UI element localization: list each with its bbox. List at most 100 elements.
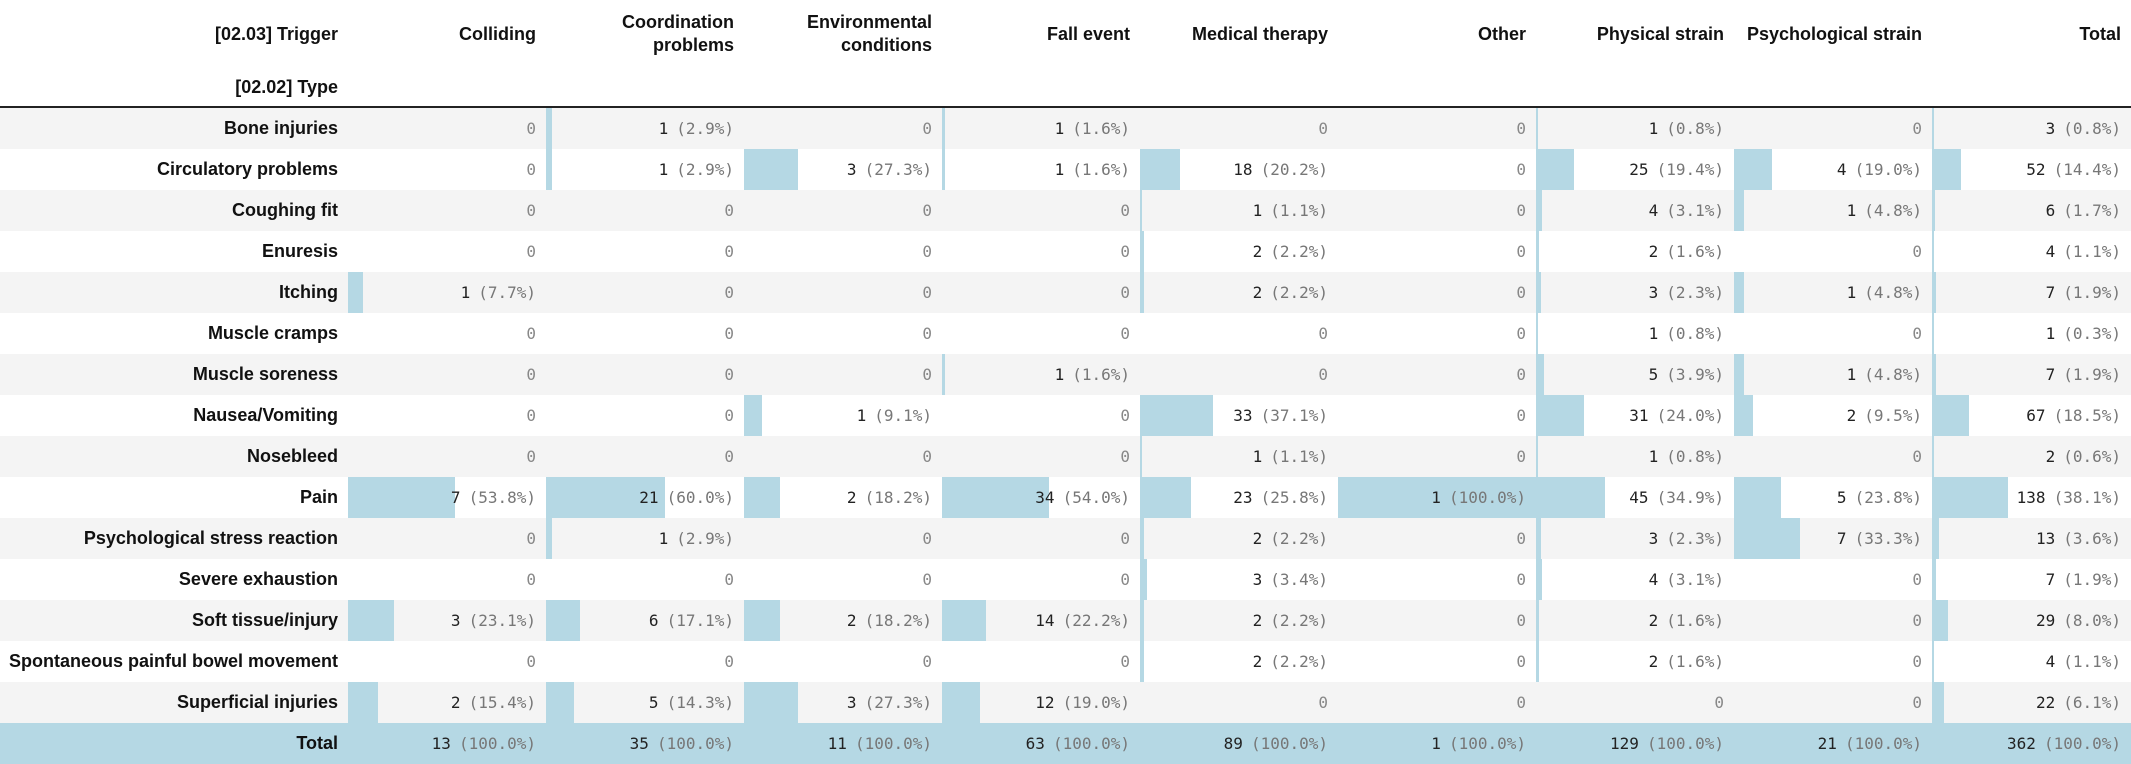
cell-value: 3 (2.3%) bbox=[1649, 518, 1724, 559]
cell-count: 0 bbox=[1912, 611, 1922, 630]
table-row: Coughing fit 0 0 0 0 1 (1.1%) 0 4 (3.1%) 1 (4.8%) 6 (… bbox=[0, 190, 2131, 231]
cell-percentage: (9.5%) bbox=[1864, 406, 1922, 425]
cell-value: 362 (100.0%) bbox=[2007, 723, 2121, 764]
percentage-bar bbox=[1734, 518, 1800, 559]
cell-count: 0 bbox=[922, 324, 932, 343]
cell-count: 0 bbox=[1912, 570, 1922, 589]
table-cell-physical-strain: 2 (1.6%) bbox=[1536, 600, 1734, 641]
cell-count: 0 bbox=[1516, 652, 1526, 671]
table-cell-colliding: 0 bbox=[348, 436, 546, 477]
table-cell-colliding: 0 bbox=[348, 395, 546, 436]
trigger-header-label: [02.03] Trigger bbox=[214, 23, 338, 44]
percentage-bar bbox=[1140, 477, 1191, 518]
percentage-bar bbox=[1140, 395, 1213, 436]
table-cell-fall-event: 0 bbox=[942, 231, 1140, 272]
cell-value: 1 (1.6%) bbox=[1055, 108, 1130, 149]
table-cell-psychological-strain: 0 bbox=[1734, 313, 1932, 354]
cell-count: 0 bbox=[1318, 119, 1328, 138]
cell-count: 0 bbox=[526, 570, 536, 589]
cell-value: 4 (1.1%) bbox=[2046, 641, 2121, 682]
cell-value: 0 bbox=[1318, 682, 1328, 723]
table-cell-coordination-problems: 1 (2.9%) bbox=[546, 108, 744, 149]
cell-count: 6 bbox=[2045, 201, 2056, 220]
cell-count: 52 bbox=[2026, 160, 2046, 179]
cell-percentage: (37.1%) bbox=[1260, 406, 1328, 425]
cell-count: 0 bbox=[1318, 365, 1328, 384]
cell-count: 2 bbox=[846, 611, 857, 630]
cell-count: 12 bbox=[1035, 693, 1055, 712]
percentage-bar bbox=[1932, 436, 1934, 477]
column-header-label: Psychological strain bbox=[1746, 23, 1922, 44]
cell-count: 1 bbox=[1431, 734, 1441, 753]
cell-count: 0 bbox=[922, 365, 932, 384]
table-cell-fall-event: 1 (1.6%) bbox=[942, 108, 1140, 149]
row-label: Severe exhaustion bbox=[178, 569, 338, 589]
percentage-bar bbox=[546, 108, 552, 149]
cell-value: 0 bbox=[1912, 231, 1922, 272]
cell-percentage: (100.0%) bbox=[1844, 734, 1922, 753]
cell-value: 0 bbox=[1912, 313, 1922, 354]
percentage-bar bbox=[1932, 518, 1939, 559]
cell-percentage: (0.8%) bbox=[2063, 119, 2121, 138]
cell-value: 1 (2.9%) bbox=[659, 518, 734, 559]
cell-value: 13 (3.6%) bbox=[2036, 518, 2121, 559]
table-cell-environmental-conditions: 2 (18.2%) bbox=[744, 600, 942, 641]
cell-value: 0 bbox=[1120, 313, 1130, 354]
cell-percentage: (1.6%) bbox=[1072, 160, 1130, 179]
cell-count: 1 bbox=[1054, 119, 1065, 138]
table-cell-environmental-conditions: 0 bbox=[744, 190, 942, 231]
cell-count: 5 bbox=[648, 693, 659, 712]
cell-count: 2 bbox=[450, 693, 461, 712]
percentage-bar bbox=[1536, 272, 1541, 313]
cell-count: 0 bbox=[1120, 652, 1130, 671]
table-row: Soft tissue/injury 3 (23.1%) 6 (17.1%) 2 (18.2… bbox=[0, 600, 2131, 641]
cell-count: 33 bbox=[1233, 406, 1253, 425]
cell-percentage: (1.1%) bbox=[2063, 652, 2121, 671]
column-header-medical-therapy: Medical therapy bbox=[1140, 0, 1338, 68]
percentage-bar bbox=[744, 682, 798, 723]
cell-value: 0 bbox=[1516, 559, 1526, 600]
table-cell-medical-therapy: 0 bbox=[1140, 313, 1338, 354]
cell-percentage: (7.7%) bbox=[478, 283, 536, 302]
table-cell-psychological-strain: 1 (4.8%) bbox=[1734, 354, 1932, 395]
table-cell-physical-strain: 4 (3.1%) bbox=[1536, 190, 1734, 231]
cell-value: 0 bbox=[922, 272, 932, 313]
column-header-label: Coordination problems bbox=[622, 12, 734, 55]
cell-count: 0 bbox=[922, 242, 932, 261]
cell-value: 0 bbox=[526, 641, 536, 682]
cell-percentage: (23.1%) bbox=[468, 611, 536, 630]
cell-count: 2 bbox=[1252, 242, 1263, 261]
cell-count: 7 bbox=[2045, 365, 2056, 384]
cell-value: 4 (3.1%) bbox=[1649, 190, 1724, 231]
table-cell-medical-therapy: 0 bbox=[1140, 354, 1338, 395]
percentage-bar bbox=[1932, 231, 1934, 272]
cell-count: 4 bbox=[1648, 201, 1659, 220]
cell-value: 0 bbox=[526, 518, 536, 559]
cell-value: 0 bbox=[1516, 436, 1526, 477]
row-label: Muscle soreness bbox=[192, 364, 338, 384]
table-cell-total: 1 (0.3%) bbox=[1932, 313, 2131, 354]
table-cell-colliding: 0 bbox=[348, 518, 546, 559]
cell-value: 2 (9.5%) bbox=[1847, 395, 1922, 436]
table-cell-fall-event: 12 (19.0%) bbox=[942, 682, 1140, 723]
percentage-bar bbox=[1734, 190, 1744, 231]
cell-percentage: (2.3%) bbox=[1666, 283, 1724, 302]
table-cell-environmental-conditions: 3 (27.3%) bbox=[744, 682, 942, 723]
column-header-label: Other bbox=[1477, 23, 1526, 44]
table-cell-coordination-problems: 0 bbox=[546, 190, 744, 231]
cell-value: 0 bbox=[1120, 518, 1130, 559]
table-cell-medical-therapy: 1 (1.1%) bbox=[1140, 190, 1338, 231]
cell-count: 11 bbox=[827, 734, 847, 753]
cell-value: 0 bbox=[1912, 641, 1922, 682]
percentage-bar bbox=[942, 682, 980, 723]
cell-count: 3 bbox=[846, 693, 857, 712]
table-row: Enuresis 0 0 0 0 2 (2.2%) 0 2 (1.6%) 0 4 (1.1%) bbox=[0, 231, 2131, 272]
cell-count: 0 bbox=[1912, 652, 1922, 671]
cell-percentage: (100.0%) bbox=[1448, 488, 1526, 507]
cell-value: 0 bbox=[1912, 436, 1922, 477]
table-cell-total: 7 (1.9%) bbox=[1932, 272, 2131, 313]
cell-count: 0 bbox=[526, 447, 536, 466]
cell-percentage: (100.0%) bbox=[458, 734, 536, 753]
cell-value: 6 (17.1%) bbox=[649, 600, 734, 641]
table-cell-other: 0 bbox=[1338, 641, 1536, 682]
